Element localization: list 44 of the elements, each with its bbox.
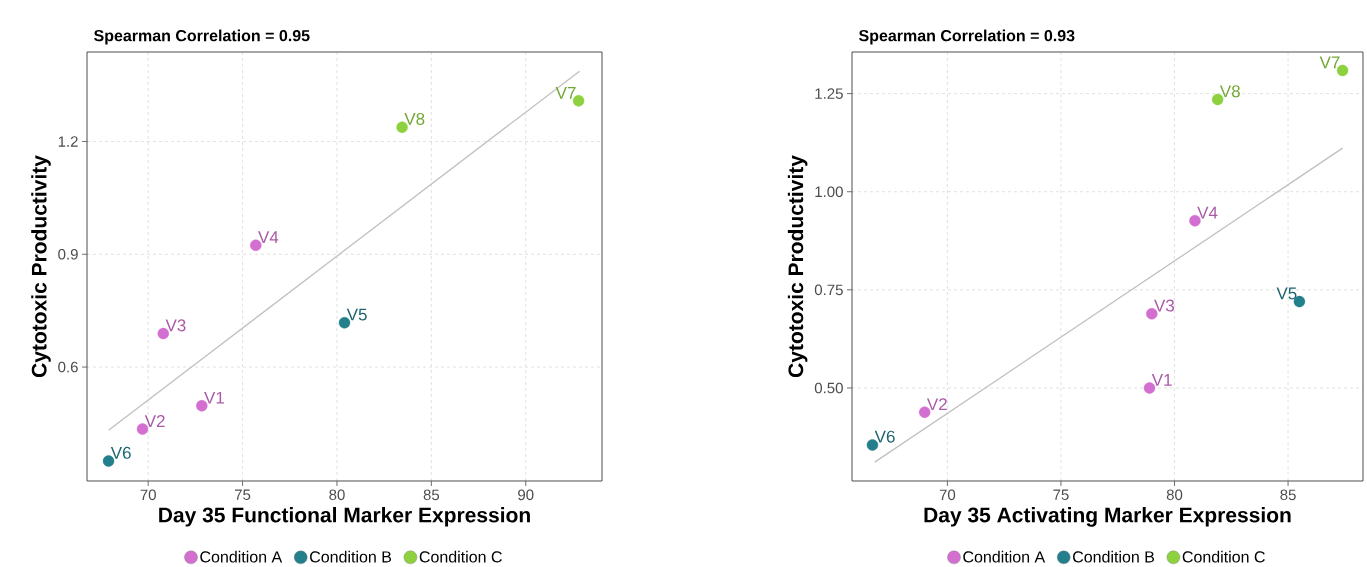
data-label: V2 xyxy=(926,398,947,411)
x-tick-label: 70 xyxy=(939,489,956,501)
legend-label: Condition B xyxy=(1073,550,1155,563)
data-label: V5 xyxy=(346,308,367,321)
data-label: V1 xyxy=(1151,374,1172,386)
x-tick-label: 85 xyxy=(1280,489,1296,501)
legend-label: Condition B xyxy=(310,550,392,563)
x-tick-label: 75 xyxy=(1053,489,1069,500)
legend-label: Condition A xyxy=(963,550,1046,563)
x-tick-label: 80 xyxy=(1166,489,1183,501)
data-label: V8 xyxy=(1219,85,1240,98)
y-axis-title: Cytotoxic Productivity xyxy=(31,155,51,378)
chart-title: Spearman Correlation = 0.95 xyxy=(94,29,310,45)
y-tick-label: 1.2 xyxy=(58,136,78,147)
data-label: V4 xyxy=(258,231,279,244)
x-tick-label: 70 xyxy=(140,489,156,501)
data-label: V6 xyxy=(874,430,895,443)
x-tick-label: 85 xyxy=(423,489,440,501)
x-axis-title: Day 35 Activating Marker Expression xyxy=(924,507,1291,527)
x-tick-label: 80 xyxy=(329,489,345,501)
x-tick-label: 75 xyxy=(235,489,251,500)
data-label: V4 xyxy=(1197,206,1218,219)
data-label: V3 xyxy=(165,319,186,332)
legend-label: Condition A xyxy=(200,550,283,563)
data-label: V5 xyxy=(1276,287,1297,300)
x-tick-label: 90 xyxy=(518,489,534,501)
data-label: V6 xyxy=(110,446,131,459)
y-tick-label: 0.75 xyxy=(814,284,843,296)
y-tick-label: 0.6 xyxy=(58,361,78,373)
data-label: V8 xyxy=(404,112,425,125)
y-tick-label: 1.25 xyxy=(815,88,843,99)
data-label: V7 xyxy=(1319,56,1340,69)
x-axis-title: Day 35 Functional Marker Expression xyxy=(159,507,530,527)
legend-label: Condition C xyxy=(1182,550,1265,563)
data-label: V7 xyxy=(555,86,576,99)
y-tick-label: 1.00 xyxy=(815,186,843,198)
data-label: V1 xyxy=(204,391,224,404)
chart-title: Spearman Correlation = 0.93 xyxy=(859,29,1075,45)
legend-label: Condition C xyxy=(419,550,502,563)
y-tick-label: 0.50 xyxy=(814,382,843,394)
y-axis-title: Cytotoxic Productivity xyxy=(787,155,808,378)
data-label: V2 xyxy=(144,415,165,427)
data-label: V3 xyxy=(1154,299,1175,312)
y-tick-label: 0.9 xyxy=(58,248,78,260)
